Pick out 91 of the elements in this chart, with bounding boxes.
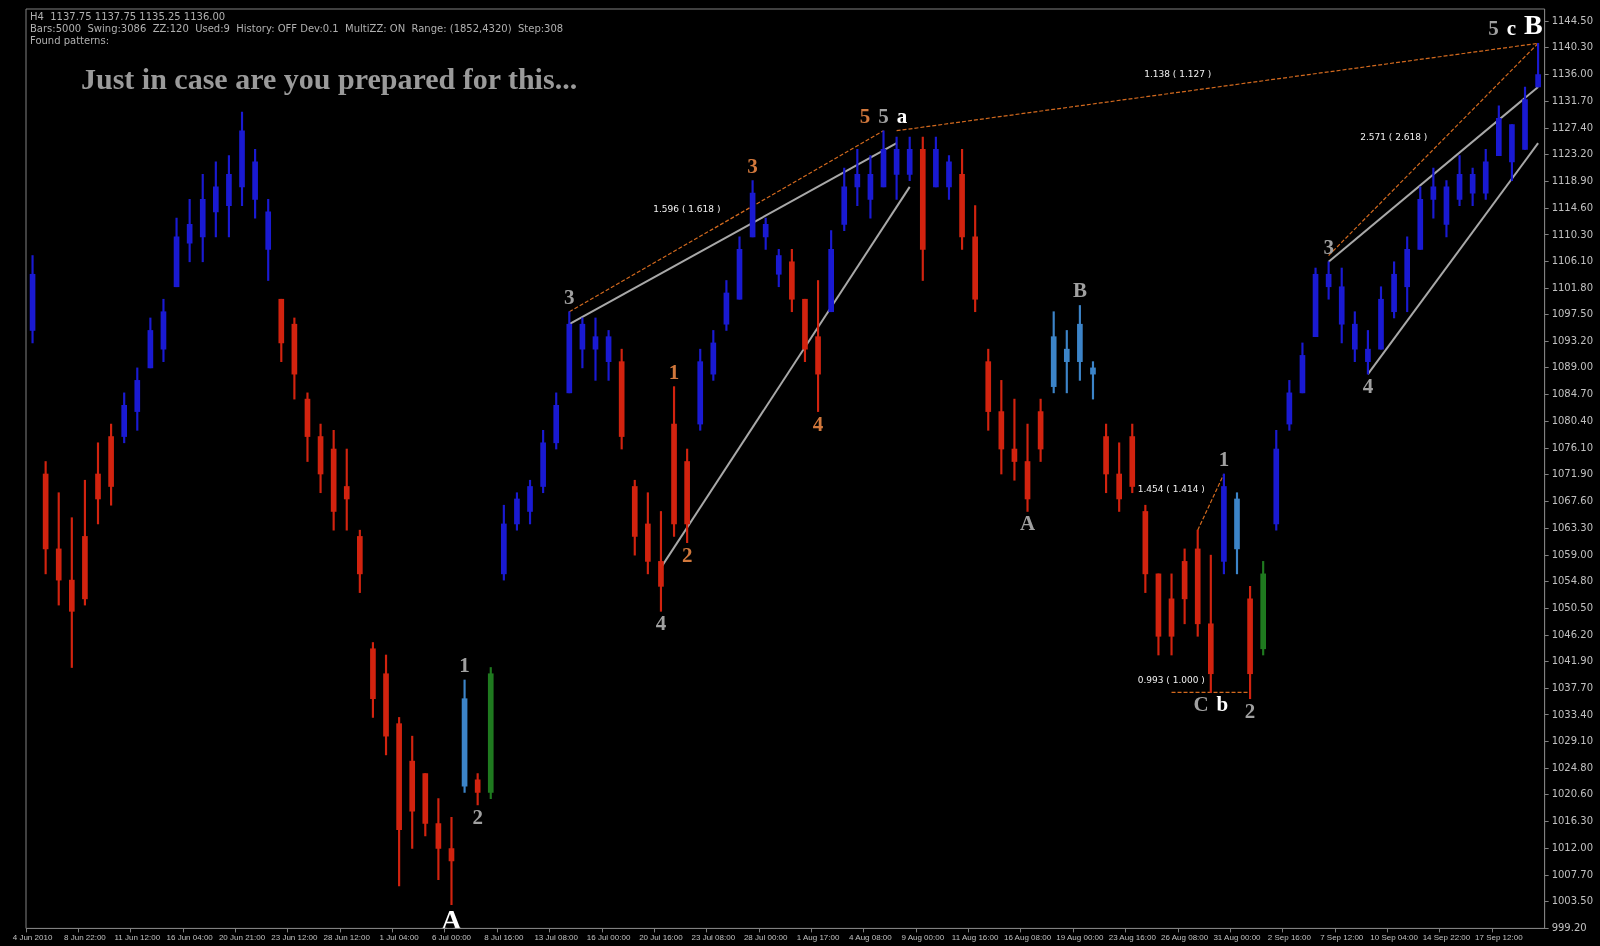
text: 1: [668, 359, 680, 384]
x-tick-label: 9 Aug 00:00: [901, 933, 945, 943]
series-label: 1.454 ( 1.414 ): [1137, 484, 1205, 495]
x-tick-label: 14 Sep 22:00: [1422, 933, 1471, 943]
y-tick-label: 1003.50: [1551, 895, 1594, 907]
y-tick-label: 1131.70: [1551, 94, 1594, 106]
text: 4: [655, 611, 667, 636]
x-tick-label: 23 Aug 16:00: [1108, 933, 1157, 943]
x-tick-label: 16 Aug 08:00: [1003, 933, 1052, 943]
y-tick-label: 1016.30: [1551, 815, 1594, 827]
text: C b: [1193, 692, 1229, 717]
x-tick-label: 2 Sep 16:00: [1267, 933, 1312, 943]
x-tick-label: 23 Jun 12:00: [271, 933, 319, 943]
x-tick-label: 7 Sep 12:00: [1320, 933, 1364, 943]
y-tick-label: 1037.70: [1551, 681, 1594, 693]
y-tick-label: 1127.40: [1551, 121, 1594, 133]
text: 3: [747, 153, 758, 178]
y-tick-label: 1080.40: [1551, 415, 1594, 427]
x-tick-label: 20 Jul 16:00: [639, 933, 684, 943]
y-tick-label: 1007.70: [1551, 868, 1594, 880]
y-tick-label: 1041.90: [1551, 655, 1594, 667]
text: A: [1019, 511, 1036, 536]
text: 5 c B: [1488, 8, 1543, 41]
annotation: Found patterns:: [30, 34, 110, 46]
x-tick-label: 28 Jul 00:00: [743, 933, 789, 943]
text: 5 5 a: [859, 103, 908, 128]
series-label: 1.138 ( 1.127 ): [1144, 69, 1212, 80]
text: 2: [1244, 698, 1256, 723]
y-tick-label: 1020.60: [1551, 788, 1594, 800]
annotation: H4 1137.75 1137.75 1135.25 1136.00: [30, 10, 226, 22]
y-tick-label: 1033.40: [1551, 708, 1594, 720]
y-tick-label: 1054.80: [1551, 574, 1594, 586]
y-tick-label: 1067.60: [1551, 495, 1594, 507]
series-label: 1.596 ( 1.618 ): [653, 203, 721, 214]
y-tick-label: 1140.30: [1551, 41, 1594, 53]
x-tick-label: 19 Aug 00:00: [1056, 933, 1105, 943]
x-tick-label: 8 Jun 22:00: [64, 933, 107, 943]
y-tick-label: 1089.00: [1551, 361, 1594, 373]
y-tick-label: 1114.60: [1551, 201, 1594, 213]
x-tick-label: 11 Aug 16:00: [951, 933, 999, 943]
x-tick-label: 23 Jul 08:00: [691, 933, 736, 943]
x-tick-label: 4 Jun 2010: [12, 933, 53, 943]
series-label: 2.571 ( 2.618 ): [1360, 131, 1428, 142]
x-tick-label: 26 Aug 08:00: [1161, 933, 1209, 943]
y-tick-label: 1123.20: [1551, 148, 1594, 160]
text: 4: [812, 411, 824, 436]
text: 2: [681, 542, 693, 567]
text: Just in case are you prepared for this...: [81, 62, 578, 95]
x-tick-label: 31 Aug 00:00: [1213, 933, 1262, 943]
y-tick-label: 1093.20: [1551, 335, 1594, 347]
text: 2: [472, 804, 483, 829]
y-tick-label: 1063.30: [1551, 521, 1594, 533]
text: 1: [459, 652, 470, 677]
y-tick-label: 1024.80: [1551, 762, 1594, 774]
x-tick-label: 28 Jun 12:00: [323, 933, 371, 943]
x-tick-label: 13 Jul 08:00: [534, 933, 579, 943]
y-tick-label: 1101.80: [1551, 281, 1594, 293]
text: B: [1072, 278, 1087, 303]
text: 4: [1362, 374, 1374, 399]
y-tick-label: 1071.90: [1551, 468, 1594, 480]
y-tick-label: 1118.90: [1551, 174, 1594, 186]
x-tick-label: 1 Jul 04:00: [379, 933, 420, 943]
y-tick-label: 1084.70: [1551, 388, 1594, 400]
y-tick-label: 1106.10: [1551, 254, 1594, 266]
x-tick-label: 11 Jun 12:00: [114, 933, 161, 943]
y-tick-label: 1076.10: [1551, 442, 1594, 454]
y-tick-label: 1059.00: [1551, 548, 1594, 560]
y-tick-label: 1012.00: [1551, 842, 1594, 854]
text: 3: [564, 284, 575, 309]
text: A: [441, 903, 462, 935]
x-tick-label: 16 Jul 00:00: [586, 933, 631, 943]
annotation: Bars:5000 Swing:3086 ZZ:120 Used:9 History: OFF Dev:0.1 MultiZZ: ON Range: (1852,4320) Step:308: [30, 22, 564, 34]
x-tick-label: 10 Sep 04:00: [1370, 933, 1419, 943]
x-tick-label: 4 Aug 08:00: [849, 933, 893, 943]
x-tick-label: 16 Jun 04:00: [166, 933, 214, 943]
x-tick-label: 8 Jul 16:00: [484, 933, 524, 943]
y-tick-label: 1050.50: [1551, 601, 1594, 613]
series-label: 0.993 ( 1.000 ): [1137, 674, 1205, 685]
x-tick-label: 6 Jul 00:00: [431, 933, 472, 943]
y-tick-label: 1029.10: [1551, 735, 1594, 747]
x-tick-label: 17 Sep 12:00: [1475, 933, 1524, 943]
y-tick-label: 1097.50: [1551, 308, 1594, 320]
y-tick-label: 1136.00: [1551, 68, 1594, 80]
x-tick-label: 20 Jun 21:00: [218, 933, 266, 943]
y-tick-label: 999.20: [1551, 921, 1587, 933]
y-tick-label: 1144.50: [1551, 15, 1594, 27]
x-tick-label: 1 Aug 17:00: [796, 933, 840, 943]
text: 3: [1323, 234, 1334, 259]
y-tick-label: 1046.20: [1551, 628, 1594, 640]
text: 1: [1218, 446, 1230, 471]
y-tick-label: 1110.30: [1551, 228, 1594, 240]
